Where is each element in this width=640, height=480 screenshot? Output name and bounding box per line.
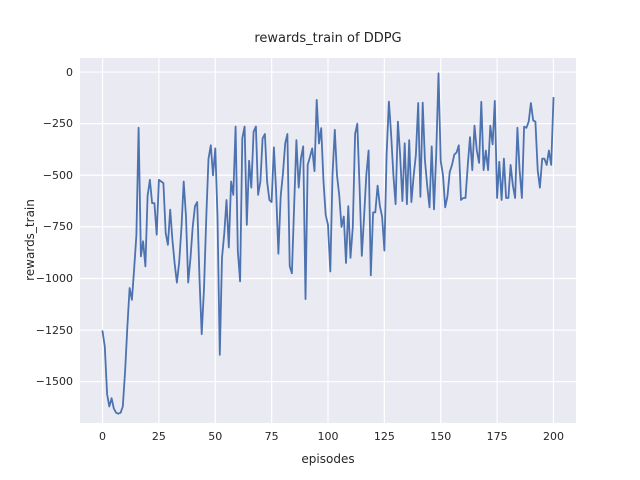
y-tick-label: −500 xyxy=(42,168,73,182)
x-tick-label: 175 xyxy=(486,430,508,443)
x-axis-label: episodes xyxy=(301,452,355,466)
y-tick-label: −250 xyxy=(42,117,73,131)
y-tick-label: 0 xyxy=(66,65,73,79)
x-tick-label: 25 xyxy=(151,430,166,443)
y-tick-label: −1000 xyxy=(35,271,73,285)
x-tick-label: 125 xyxy=(373,430,395,443)
y-tick-label: −1250 xyxy=(35,323,73,337)
x-tick-label: 150 xyxy=(430,430,452,443)
y-tick-label: −750 xyxy=(42,220,73,234)
y-tick-label: −1500 xyxy=(35,375,73,389)
plot-area xyxy=(80,58,576,423)
y-axis-label: rewards_train xyxy=(23,199,37,281)
x-tick-label: 50 xyxy=(208,430,223,443)
x-tick-label: 100 xyxy=(317,430,339,443)
chart-title: rewards_train of DDPG xyxy=(254,31,402,46)
x-tick-label: 0 xyxy=(99,430,107,443)
x-tick-label: 75 xyxy=(264,430,279,443)
x-tick-label: 200 xyxy=(542,430,564,443)
rewards-line xyxy=(101,72,555,415)
line-chart xyxy=(80,58,576,423)
